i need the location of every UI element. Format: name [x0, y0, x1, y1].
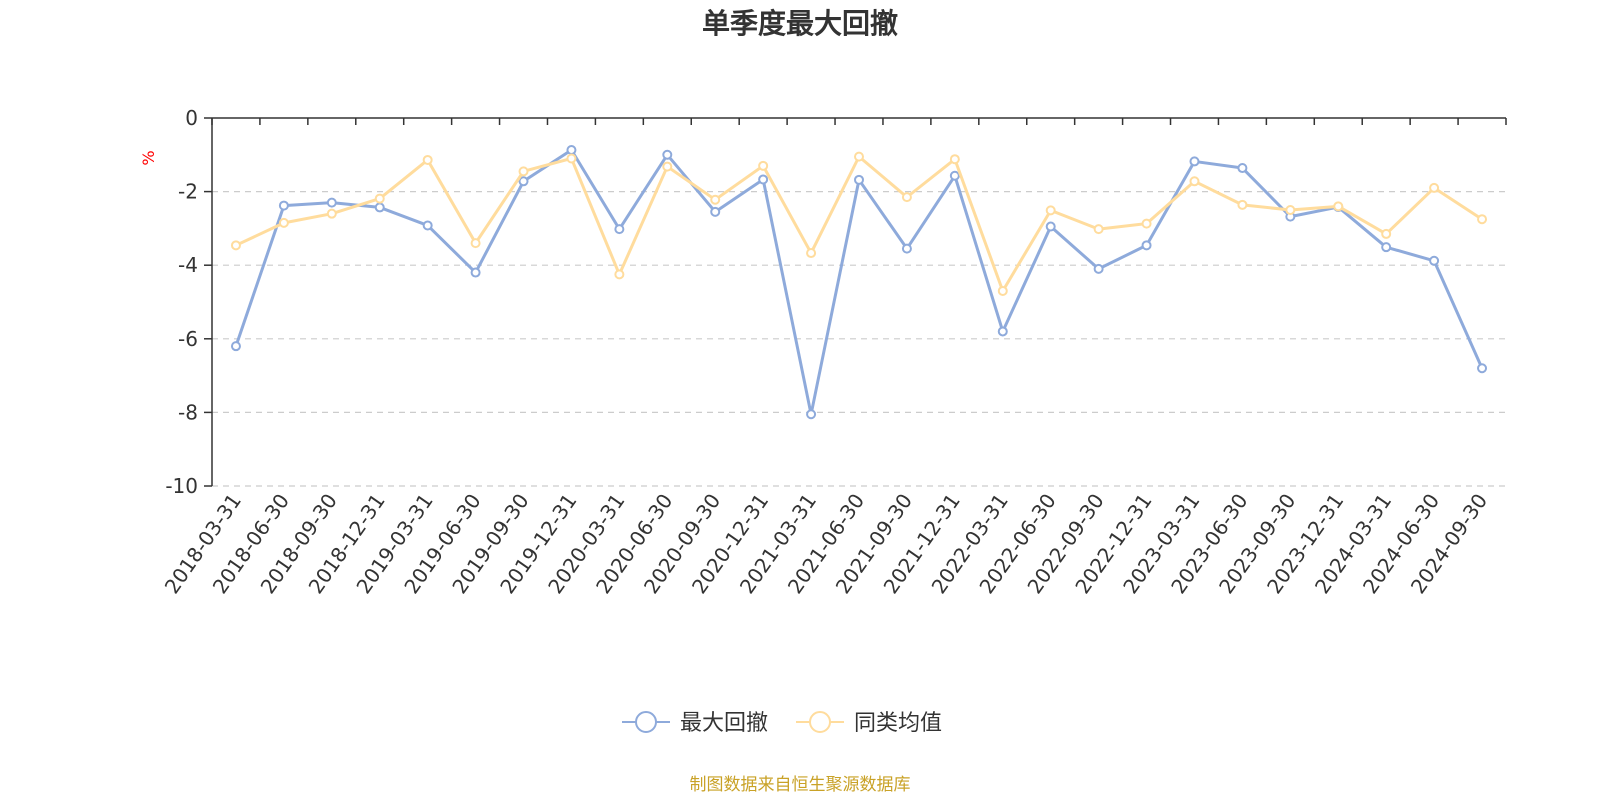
data-source-note: 制图数据来自恒生聚源数据库 — [690, 775, 911, 795]
data-point[interactable] — [1285, 205, 1296, 215]
data-point[interactable] — [854, 174, 864, 185]
data-point[interactable] — [949, 170, 960, 181]
data-point[interactable] — [1045, 205, 1056, 216]
data-point[interactable] — [1381, 242, 1392, 253]
data-point[interactable] — [1429, 255, 1440, 266]
legend-marker — [809, 711, 831, 733]
data-point[interactable] — [1333, 201, 1344, 212]
axes: 0-2-4-6-8-102018-03-312018-06-302018-09-… — [160, 106, 1507, 598]
legend-item-0[interactable]: 最大回撤 — [622, 711, 768, 736]
data-point[interactable] — [374, 202, 385, 213]
data-point[interactable] — [1093, 224, 1104, 235]
data-point[interactable] — [566, 153, 577, 164]
data-point[interactable] — [854, 151, 864, 162]
data-point[interactable] — [997, 285, 1008, 296]
data-point[interactable] — [1237, 163, 1248, 174]
data-point[interactable] — [230, 341, 241, 352]
y-tick-label: -2 — [178, 180, 198, 204]
data-point[interactable] — [422, 154, 433, 165]
data-point[interactable] — [326, 197, 337, 208]
data-point[interactable] — [710, 206, 721, 217]
legend-item-1[interactable]: 同类均值 — [796, 711, 942, 736]
data-point[interactable] — [806, 409, 817, 420]
data-point[interactable] — [470, 267, 481, 278]
data-point[interactable] — [374, 193, 385, 204]
data-point[interactable] — [518, 166, 529, 177]
legend-label: 最大回撤 — [680, 711, 768, 736]
data-point[interactable] — [326, 208, 337, 219]
series-0 — [230, 145, 1488, 420]
data-point[interactable] — [1477, 363, 1488, 374]
data-point[interactable] — [1477, 214, 1488, 225]
data-point[interactable] — [230, 240, 241, 251]
y-tick-label: -10 — [165, 474, 198, 498]
series-line — [234, 148, 1484, 416]
data-point[interactable] — [662, 161, 673, 172]
data-point[interactable] — [1429, 182, 1440, 193]
data-point[interactable] — [1189, 176, 1200, 187]
data-point[interactable] — [1189, 156, 1200, 167]
series-lines — [230, 145, 1488, 420]
data-point[interactable] — [518, 176, 529, 187]
y-tick-label: 0 — [185, 106, 198, 130]
data-point[interactable] — [470, 238, 481, 249]
data-point[interactable] — [1093, 263, 1104, 274]
data-point[interactable] — [614, 269, 625, 280]
y-tick-label: -6 — [178, 327, 198, 351]
legend-label: 同类均值 — [854, 711, 942, 736]
data-point[interactable] — [614, 224, 625, 235]
data-point[interactable] — [806, 248, 817, 259]
legend-marker — [635, 711, 657, 733]
data-point[interactable] — [662, 149, 673, 160]
y-tick-label: -4 — [178, 253, 198, 277]
data-point[interactable] — [1381, 228, 1392, 239]
data-point[interactable] — [901, 192, 912, 203]
data-point[interactable] — [422, 220, 433, 231]
y-axis-unit: % — [139, 150, 158, 165]
data-point[interactable] — [758, 174, 769, 185]
legend[interactable]: 最大回撤 同类均值 — [622, 711, 942, 736]
y-tick-label: -8 — [178, 400, 198, 424]
series-1 — [230, 151, 1488, 296]
data-point[interactable] — [278, 200, 289, 211]
data-point[interactable] — [758, 160, 769, 171]
data-point[interactable] — [710, 194, 721, 205]
data-point[interactable] — [901, 243, 912, 254]
data-point[interactable] — [1141, 240, 1152, 251]
data-point[interactable] — [997, 326, 1008, 337]
grid-lines — [212, 191, 1506, 487]
chart-title: 单季度最大回撤 — [702, 7, 898, 40]
data-point[interactable] — [1141, 218, 1152, 229]
data-point[interactable] — [566, 145, 577, 156]
data-point[interactable] — [1045, 221, 1056, 232]
data-point[interactable] — [278, 217, 289, 228]
data-point[interactable] — [949, 154, 960, 165]
data-point[interactable] — [1237, 199, 1248, 210]
